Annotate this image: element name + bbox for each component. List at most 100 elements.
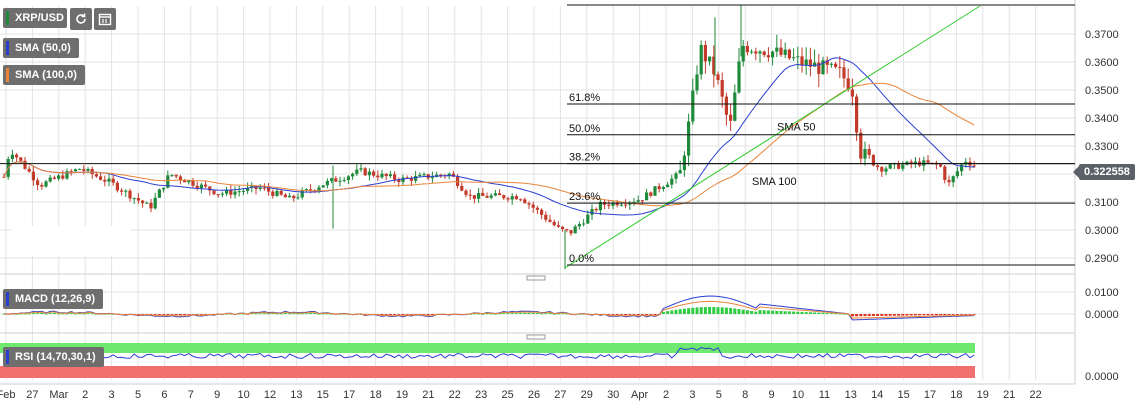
macd-histogram-bar (758, 310, 762, 314)
calendar-button[interactable] (94, 8, 116, 30)
candle-body (166, 175, 170, 188)
macd-histogram-bar (611, 314, 615, 315)
candle-body (582, 223, 586, 225)
date-tick-label: 17 (924, 389, 936, 401)
date-tick-label: Feb (0, 389, 15, 401)
macd-histogram-bar (972, 314, 976, 315)
macd-histogram-bar (884, 314, 888, 316)
candle-body (401, 177, 405, 182)
macd-histogram-bar (397, 314, 401, 315)
candle-body (174, 174, 178, 177)
candle-body (573, 226, 577, 234)
candle-body (871, 154, 875, 166)
candle-body (477, 192, 481, 199)
macd-histogram-bar (741, 309, 745, 314)
candle-body (157, 189, 161, 198)
candle-body (262, 187, 266, 189)
candle-body (653, 186, 657, 196)
macd-histogram-bar (661, 311, 665, 314)
candle-body (2, 176, 6, 178)
macd-histogram-bar (850, 314, 854, 317)
macd-histogram-bar (178, 314, 182, 316)
sma50-chip[interactable]: SMA (50,0) (3, 38, 79, 58)
candle-body (464, 190, 468, 195)
sma50-label: SMA (50,0) (15, 42, 71, 54)
macd-histogram-bar (107, 313, 111, 315)
candle-body (27, 168, 31, 172)
candle-body (128, 190, 132, 199)
macd-histogram-bar (485, 313, 489, 315)
rsi-chip[interactable]: RSI (14,70,30,1) (3, 347, 104, 367)
macd-chip[interactable]: MACD (12,26,9) (3, 289, 104, 309)
price-tick-label: 0.3100 (1085, 197, 1119, 209)
macd-histogram-bar (901, 314, 905, 316)
macd-histogram-bar (531, 313, 535, 314)
candle-body (367, 171, 371, 176)
candle-body (388, 174, 392, 177)
candle-body (204, 184, 208, 187)
candle-body (120, 190, 124, 192)
macd-histogram-bar (258, 313, 262, 315)
macd-histogram-bar (960, 314, 964, 315)
candle-body (771, 51, 775, 58)
panel-resize-handle (526, 275, 546, 281)
candle-body (766, 55, 770, 58)
macd-histogram-bar (787, 311, 791, 314)
symbol-chip[interactable]: XRP/USD (3, 8, 67, 28)
candle-body (842, 67, 846, 79)
macd-histogram-bar (430, 314, 434, 315)
sma50-line (3, 57, 975, 216)
candle-body (187, 180, 191, 183)
candle-body (334, 178, 338, 182)
candle-body (31, 171, 35, 181)
candle-body (561, 226, 565, 230)
date-tick-label: 2 (663, 389, 669, 401)
candle-body (493, 193, 497, 196)
date-tick-label: 10 (792, 389, 804, 401)
candle-body (393, 174, 397, 180)
rsi-oversold-zone (0, 366, 975, 378)
macd-histogram-bar (2, 313, 6, 315)
date-tick-label: 5 (135, 389, 141, 401)
candle-body (57, 175, 61, 179)
refresh-button[interactable] (70, 8, 92, 30)
macd-histogram-bar (510, 313, 514, 314)
candle-body (94, 174, 98, 177)
candle-body (447, 173, 451, 176)
candle-body (338, 180, 342, 182)
date-tick-label: 19 (396, 389, 408, 401)
fib-level-label: 23.6% (569, 191, 600, 203)
candle-body (569, 230, 573, 234)
candle-body (309, 189, 313, 191)
candle-body (691, 90, 695, 122)
price-tick-label: 0.3600 (1085, 57, 1119, 69)
candle-body (40, 184, 44, 187)
candle-body (657, 186, 661, 190)
date-tick-label: 23 (475, 389, 487, 401)
macd-histogram-bar (653, 314, 657, 315)
candle-body (531, 204, 535, 208)
candle-body (485, 195, 489, 198)
price-axis-bg (1075, 0, 1148, 412)
macd-histogram-bar (493, 313, 497, 315)
sma100-chip[interactable]: SMA (100,0) (3, 65, 85, 85)
macd-histogram-bar (514, 313, 518, 314)
candle-body (36, 180, 40, 185)
candle-body (615, 202, 619, 206)
candle-body (674, 173, 678, 179)
date-tick-label: 3 (109, 389, 115, 401)
candle-body (540, 209, 544, 215)
macd-histogram-bar (745, 310, 749, 314)
candle-body (535, 207, 539, 210)
symbol-color-bar (6, 11, 9, 25)
macd-histogram-bar (523, 312, 527, 314)
date-tick-label: 18 (950, 389, 962, 401)
candle-body (884, 168, 888, 172)
date-tick-label: 21 (1003, 389, 1015, 401)
macd-histogram-bar (498, 313, 502, 315)
candle-body (598, 201, 602, 211)
rsi-tick-label: 0.0000 (1085, 371, 1119, 383)
candle-body (430, 177, 434, 179)
